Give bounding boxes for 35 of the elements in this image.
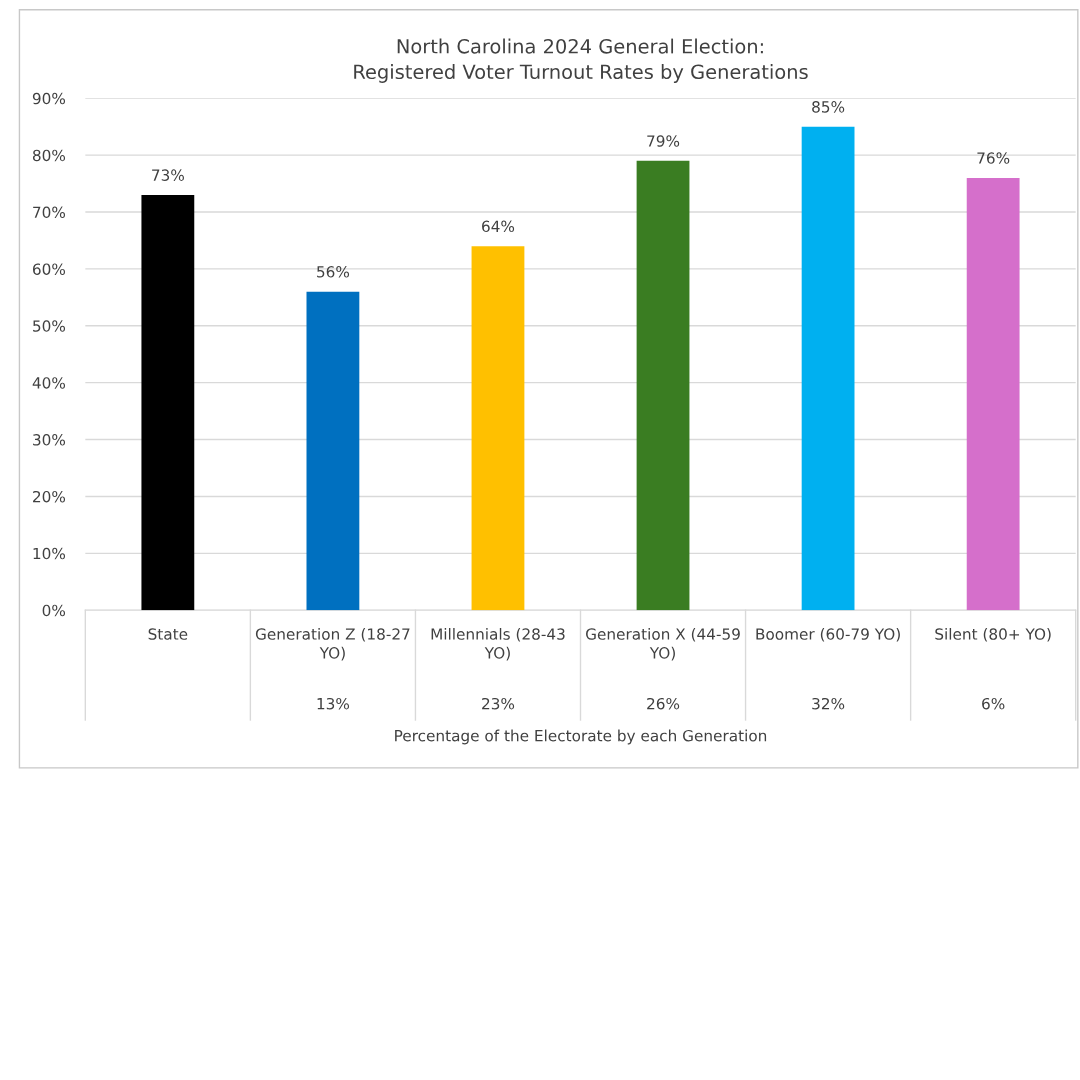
x-axis-title: Percentage of the Electorate by each Generation (395, 729, 767, 745)
x-tick-label: Millennials (28-43 YO) (431, 628, 565, 661)
text: 23% (482, 697, 515, 710)
x-tick-label: Generation X (44-59 YO) (586, 628, 740, 661)
chart-title: North Carolina 2024 General Election: Registered Voter Turnout Rates by Generations (354, 38, 808, 83)
y-tick-label: 70% (33, 206, 66, 219)
data-label: 64% (482, 220, 515, 233)
y-tick-label: 0% (42, 604, 66, 617)
data-label: 73% (152, 169, 184, 181)
y-tick-label: 10% (33, 547, 66, 560)
data-label: 56% (317, 266, 350, 278)
x-tick-label: Silent (80+ YO) (935, 628, 1051, 642)
x-tick-label: State (148, 628, 188, 640)
bar (471, 246, 525, 611)
bar (141, 194, 195, 611)
data-label: 85% (812, 101, 845, 113)
text: 13% (317, 697, 350, 710)
y-tick-label: 90% (32, 92, 66, 105)
data-label: 79% (647, 135, 680, 147)
y-tick-label: 60% (32, 263, 66, 275)
bar (306, 291, 360, 611)
text: 6% (982, 697, 1005, 710)
bar (801, 126, 855, 611)
y-tick-label: 80% (32, 149, 66, 162)
x-tick-label: Boomer (60-79 YO) (756, 628, 900, 642)
text: 32% (812, 697, 845, 710)
bar (966, 177, 1020, 611)
bar (636, 160, 690, 611)
y-tick-label: 50% (33, 320, 66, 332)
text: 26% (647, 697, 680, 710)
y-tick-label: 40% (32, 377, 66, 389)
x-tick-label: Generation Z (18-27 YO) (255, 628, 410, 661)
y-tick-label: 20% (33, 490, 66, 503)
y-tick-label: 30% (33, 434, 66, 446)
data-label: 76% (977, 152, 1010, 164)
